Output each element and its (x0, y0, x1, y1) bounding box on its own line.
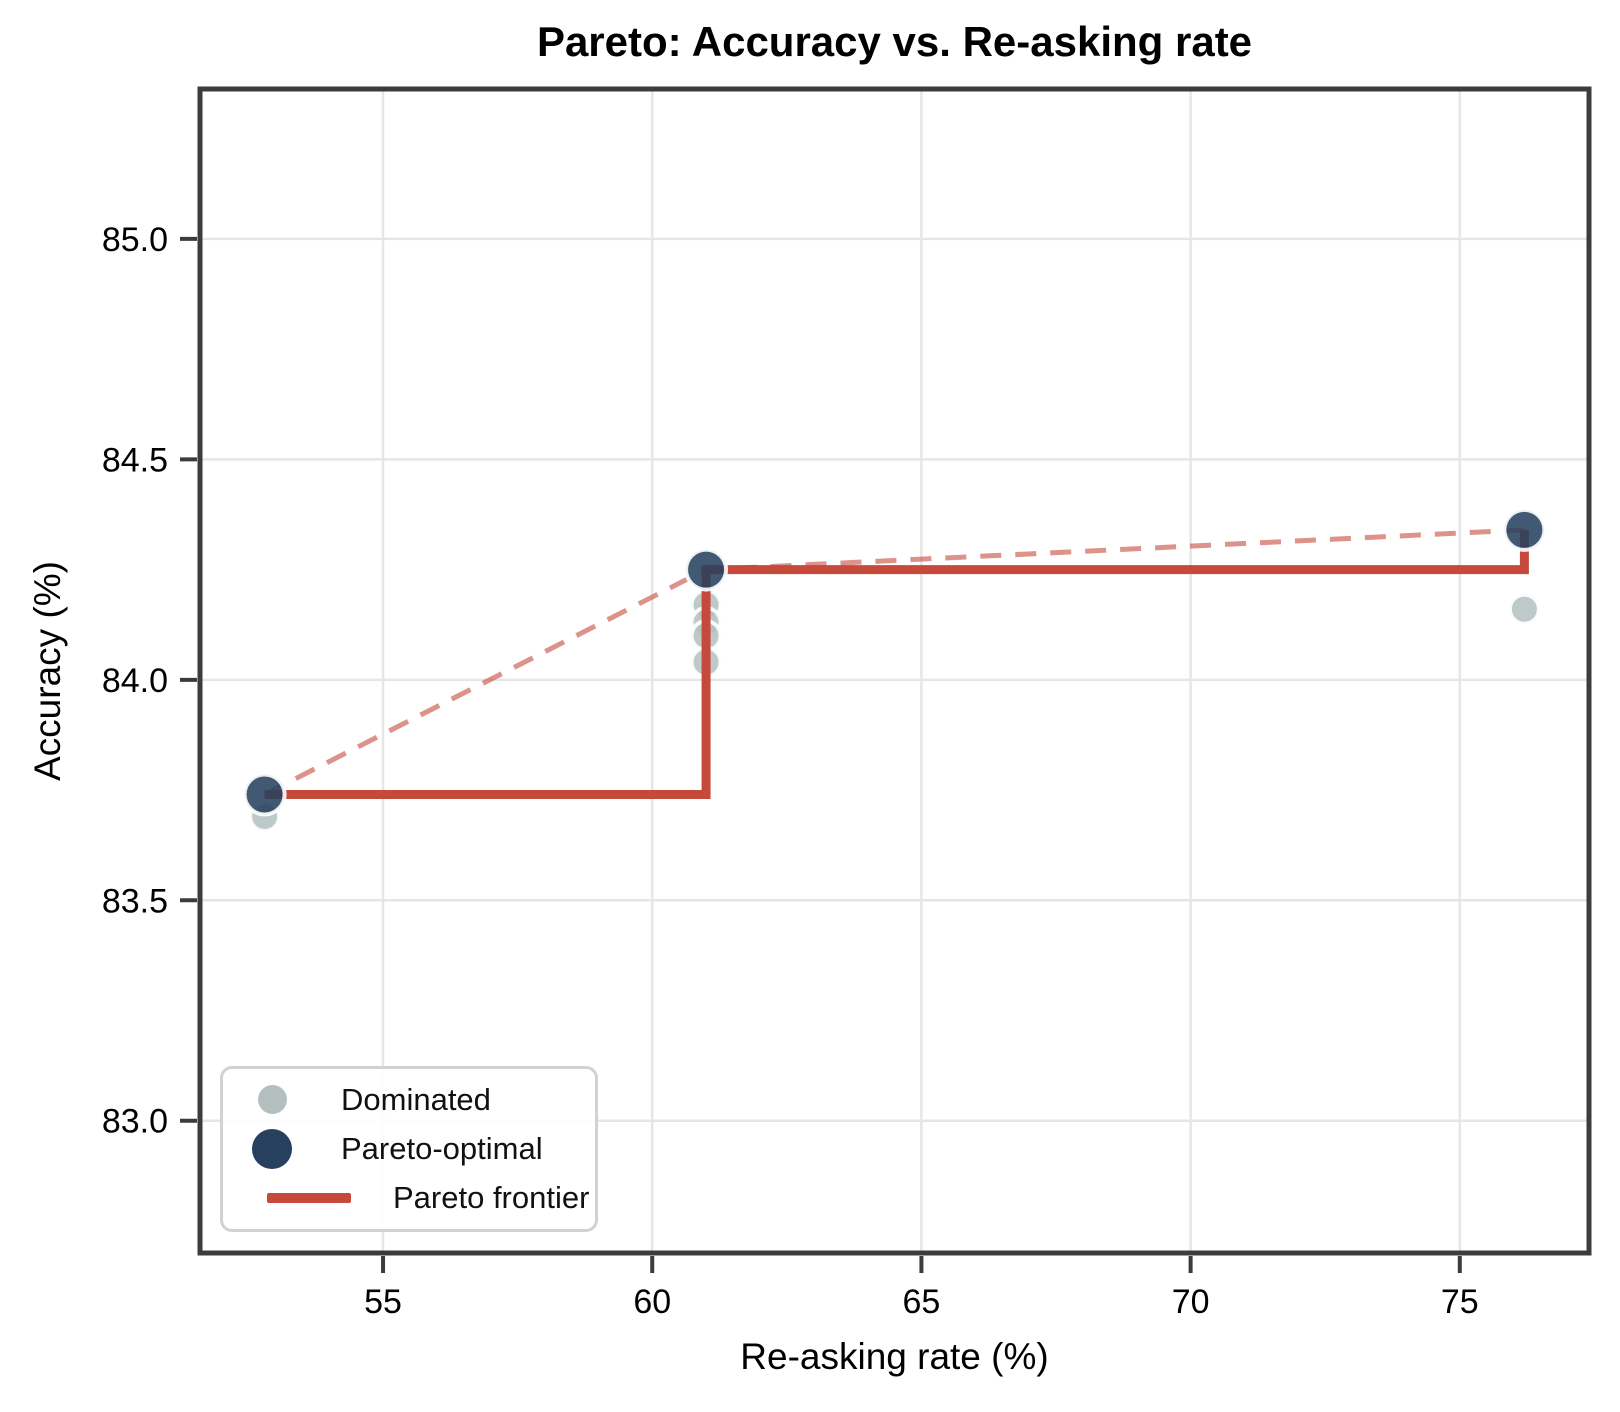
chart-title: Pareto: Accuracy vs. Re-asking rate (536, 18, 1253, 65)
data-point-pareto-optimal (242, 772, 287, 817)
x-tick-label: 75 (1441, 1283, 1479, 1321)
y-tick-label: 83.0 (102, 1103, 168, 1141)
data-point-pareto-optimal (684, 547, 729, 592)
x-tick-label: 70 (1172, 1283, 1210, 1321)
pareto-frontier-line (264, 529, 1529, 799)
y-tick-label: 84.5 (102, 441, 168, 479)
legend-item-pareto-frontier: Pareto frontier (249, 1174, 595, 1222)
y-tick-label: 83.5 (102, 882, 168, 920)
y-axis-title: Accuracy (%) (27, 561, 68, 781)
pareto-optimal-marker-icon (252, 1128, 292, 1169)
x-axis-title: Re-asking rate (%) (740, 1336, 1049, 1377)
legend-item-dominated: Dominated (249, 1076, 595, 1124)
pareto-frontier-line-icon (267, 1193, 351, 1204)
data-point-pareto-optimal (1502, 507, 1547, 552)
x-tick-label: 55 (364, 1283, 402, 1321)
y-tick-label: 85.0 (102, 221, 168, 259)
legend-label-pareto-optimal: Pareto-optimal (341, 1130, 543, 1166)
plot-border (197, 86, 1592, 1256)
legend-item-pareto-optimal: Pareto-optimal (249, 1125, 595, 1173)
legend-label-dominated: Dominated (341, 1081, 491, 1117)
y-tick-label: 84.0 (102, 662, 168, 700)
x-tick-label: 60 (633, 1283, 671, 1321)
legend-label-pareto-frontier: Pareto frontier (393, 1180, 590, 1216)
data-point-dominated (1507, 592, 1541, 626)
legend: Dominated Pareto-optimal Pareto frontier (220, 1066, 598, 1232)
x-tick-label: 65 (903, 1283, 941, 1321)
dominated-marker-icon (257, 1085, 287, 1115)
